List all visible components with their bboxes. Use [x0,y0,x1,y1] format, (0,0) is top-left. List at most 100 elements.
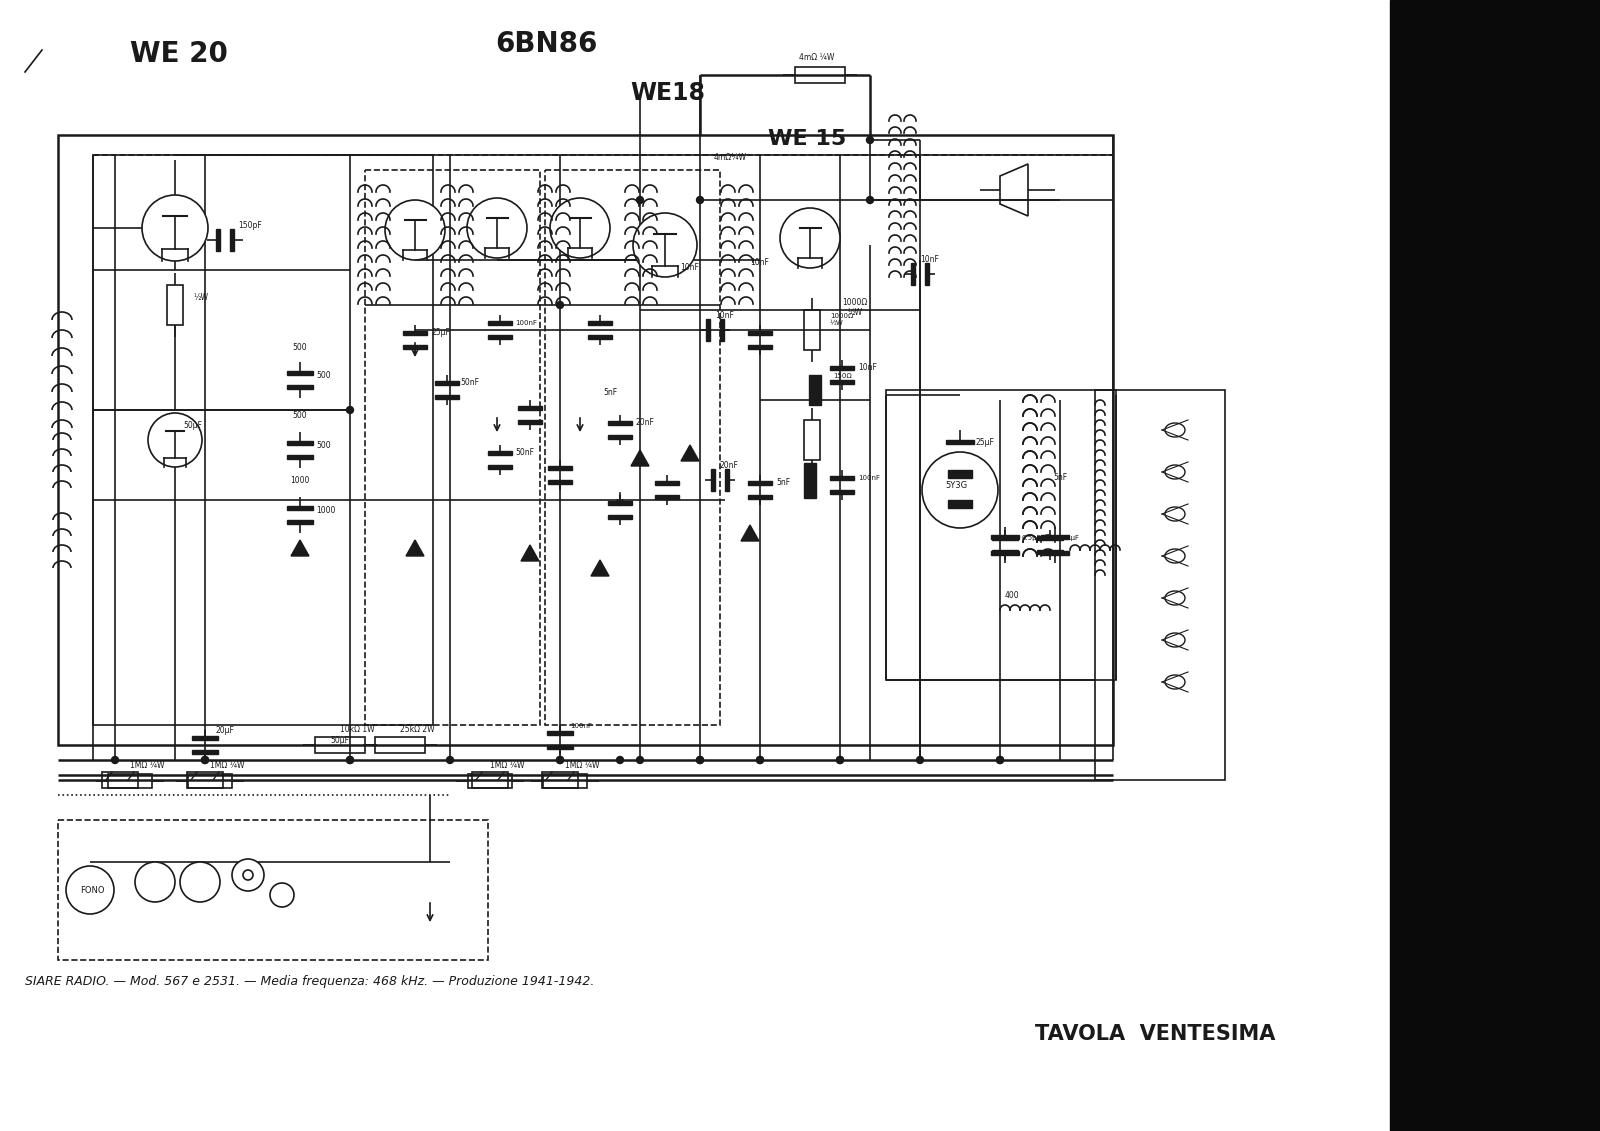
Bar [720,319,723,342]
Text: 0.5µF: 0.5µF [1021,535,1040,541]
Bar [1042,535,1069,539]
Text: FONO: FONO [80,886,104,895]
Circle shape [347,406,354,414]
Bar [1042,551,1069,555]
Bar [374,737,426,753]
Text: 25µF: 25µF [976,438,995,447]
Text: 50µF: 50µF [184,421,203,430]
Bar [192,750,218,754]
Circle shape [867,197,874,204]
Text: 10kΩ 1W: 10kΩ 1W [339,725,374,734]
Bar [365,170,541,725]
Circle shape [347,757,354,763]
Bar [990,551,1019,555]
Text: 100nF: 100nF [570,723,592,729]
Bar [230,228,234,251]
Circle shape [634,213,698,277]
Circle shape [922,452,998,528]
Circle shape [696,757,704,763]
Bar [286,441,314,444]
Bar [946,440,974,444]
Bar [830,476,854,480]
Text: WE 15: WE 15 [768,129,846,149]
Text: 20nF: 20nF [637,418,654,428]
Bar [749,331,771,335]
Bar [810,375,821,405]
Circle shape [243,870,253,880]
Bar [710,469,715,491]
Polygon shape [522,545,539,561]
Circle shape [147,413,202,467]
Bar [286,455,314,459]
Text: 6BN86: 6BN86 [494,31,597,58]
Circle shape [347,757,354,763]
Bar [805,463,816,498]
Circle shape [446,757,453,763]
Bar [946,456,974,460]
Polygon shape [630,450,650,466]
Bar [286,385,314,389]
Text: 10nF: 10nF [858,363,877,372]
Bar [1037,550,1062,554]
Circle shape [386,200,445,260]
Circle shape [757,757,763,763]
Circle shape [757,757,763,763]
Circle shape [202,757,208,763]
Bar [1094,390,1226,780]
Bar [749,495,771,499]
Text: 1000Ω
½W: 1000Ω ½W [842,297,867,317]
Bar [546,170,720,725]
Bar [654,481,678,485]
Polygon shape [291,539,309,556]
Bar [315,737,365,753]
Bar [589,335,611,339]
Bar [1390,0,1600,1131]
Circle shape [997,757,1003,763]
Bar [830,380,854,385]
Circle shape [867,137,874,144]
Bar [654,495,678,499]
Circle shape [202,757,208,763]
Bar [947,470,973,478]
Circle shape [781,208,840,268]
Text: 50nF: 50nF [515,448,534,457]
Circle shape [550,198,610,258]
Text: WE18: WE18 [630,81,706,105]
Bar [608,515,632,519]
Circle shape [557,757,563,763]
Text: 4mΩ ¼W: 4mΩ ¼W [800,53,835,62]
Text: 500: 500 [317,371,331,380]
Bar [286,506,314,510]
Text: ½W: ½W [194,293,208,302]
Circle shape [142,195,208,261]
Bar [518,406,542,411]
Text: 1000Ω
½W: 1000Ω ½W [830,313,853,326]
Bar [187,772,222,788]
Text: 20nF: 20nF [720,461,739,470]
Bar [435,381,459,385]
Bar [189,774,232,788]
Bar [1037,536,1062,539]
Text: 1MΩ ¼W: 1MΩ ¼W [130,761,165,770]
Text: 1MΩ ¼W: 1MΩ ¼W [210,761,245,770]
Text: 1MΩ ¼W: 1MΩ ¼W [565,761,600,770]
Bar [192,736,218,740]
Bar [608,421,632,425]
Text: 20µF: 20µF [214,726,234,735]
Circle shape [637,757,643,763]
Bar [749,345,771,349]
Text: 1µF: 1µF [1066,535,1078,541]
Bar [547,480,573,484]
Text: 25kΩ 2W: 25kΩ 2W [400,725,435,734]
Bar [910,264,915,285]
Circle shape [557,302,563,309]
Text: 500: 500 [293,343,307,352]
Text: TAVOLA  VENTESIMA: TAVOLA VENTESIMA [1035,1024,1275,1044]
Text: 500: 500 [317,441,331,450]
Text: 1000: 1000 [317,506,336,515]
Circle shape [837,757,843,763]
Text: 10nF: 10nF [680,264,699,271]
Text: 150pF: 150pF [238,221,262,230]
Bar [93,155,434,725]
Bar [286,520,314,524]
